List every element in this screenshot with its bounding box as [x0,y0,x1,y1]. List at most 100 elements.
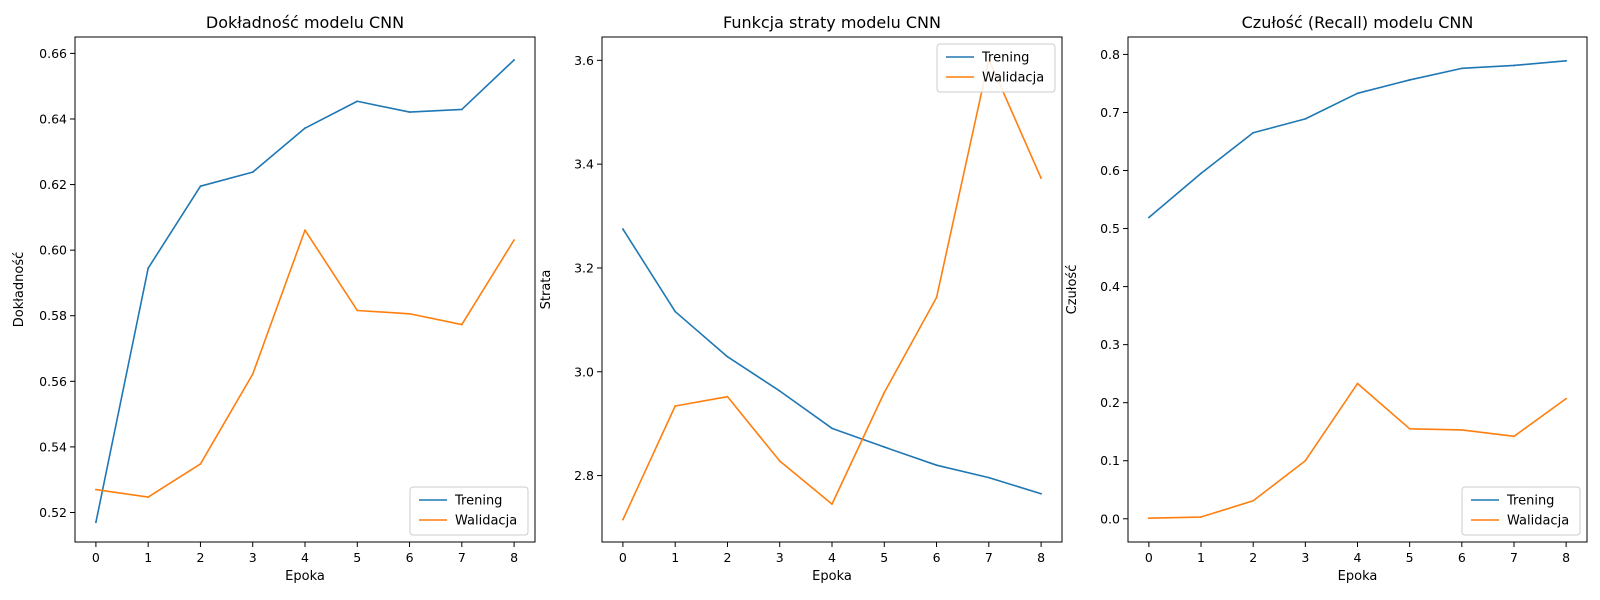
chart-2: Czułość (Recall) modelu CNN 0 1 2 3 4 5 6 7 8 0.0 0… [1065,13,1588,584]
data-point [726,395,729,398]
data-point [1252,131,1255,134]
chart-title: Dokładność modelu CNN [206,13,404,32]
x-axis-label: Epoka [285,569,325,584]
x-tick-label: 0 [1145,550,1153,565]
data-point [356,100,359,103]
data-point [1460,429,1463,431]
y-tick-label: 3.4 [574,157,594,172]
data-point [251,171,254,174]
y-tick-label: 0.3 [1100,337,1120,352]
data-point [1356,382,1359,385]
x-tick-label: 5 [353,550,361,565]
x-axis-label: Epoka [1338,569,1378,584]
x-tick-label: 6 [933,550,941,565]
y-tick-label: 0.56 [39,374,67,389]
data-point [304,127,306,130]
x-axis-label: Epoka [812,569,852,584]
x-tick-label: 8 [510,550,518,565]
y-tick-label: 0.62 [39,177,67,192]
data-point [831,503,833,506]
y-tick-label: 3.6 [574,53,594,68]
data-point [408,312,411,315]
x-tick-label: 1 [671,550,679,565]
data-point [147,267,150,270]
y-tick-label: 0.8 [1100,47,1120,62]
data-point [622,228,624,230]
data-point [935,464,938,467]
x-tick-label: 2 [723,550,731,565]
plot-frame [74,36,536,543]
data-point [778,390,781,392]
data-point [674,310,677,313]
y-tick-label: 0.6 [1100,163,1120,178]
x-tick-label: 4 [828,550,836,565]
data-point [251,373,254,376]
legend-label: Walidacja [1507,514,1569,529]
data-point [460,323,463,326]
data-point [1304,117,1307,120]
legend-label: Trening [981,51,1029,66]
data-point [1147,216,1150,219]
data-point [935,296,938,299]
x-tick-label: 2 [196,550,204,565]
data-point [147,496,150,498]
legend-label: Walidacja [455,514,517,529]
x-tick-label: 8 [1037,550,1045,565]
x-tick-label: 1 [1197,550,1205,565]
y-tick-label: 0.4 [1100,279,1120,294]
plot-frame [601,36,1063,543]
data-point [778,460,781,462]
data-point [95,521,97,524]
y-axis-label: Dokładność [12,252,27,328]
data-point [1513,435,1515,438]
data-point [987,476,990,479]
legend-label: Trening [1506,494,1554,509]
data-point [1304,459,1307,462]
x-tick-label: 4 [1354,550,1362,565]
data-point [1408,427,1411,430]
series-line-0 [1148,60,1567,219]
series-line-1 [95,229,515,498]
x-tick-label: 3 [1301,550,1309,565]
y-axis-label: Czułość [1065,265,1080,315]
data-point [356,309,359,312]
y-tick-label: 2.8 [574,468,594,483]
data-point [460,108,463,111]
data-point [199,463,202,465]
data-point [1460,67,1463,70]
y-tick-label: 0.2 [1100,395,1120,410]
y-tick-label: 0.52 [39,505,67,520]
x-tick-label: 6 [406,550,414,565]
data-point [1147,517,1150,520]
legend-label: Walidacja [982,71,1044,86]
data-point [408,111,411,113]
data-point [1565,59,1568,62]
x-tick-label: 7 [985,550,993,565]
legend-box [1461,486,1581,536]
data-point [831,427,833,430]
series-line-1 [622,58,1042,521]
y-tick-label: 0.7 [1100,105,1120,120]
x-tick-label: 7 [458,550,466,565]
y-tick-label: 3.2 [574,260,594,275]
series-line-0 [95,59,515,523]
chart-1: Funkcja straty modelu CNN 0 1 2 3 4 5 6 7 8 2.8 3.0… [539,13,1063,584]
y-tick-label: 0.58 [39,308,67,323]
data-point [1040,177,1042,180]
data-point [1040,492,1042,495]
y-tick-label: 3.0 [574,364,594,379]
legend-label: Trening [454,494,502,509]
data-point [199,185,202,188]
plot-frame [1127,36,1588,543]
data-point [1565,397,1568,400]
x-tick-label: 2 [1249,550,1257,565]
series-line-0 [622,228,1042,495]
x-tick-label: 6 [1458,550,1466,565]
legend-box [936,43,1056,93]
legend-box [409,486,529,536]
chart-title: Czułość (Recall) modelu CNN [1242,13,1474,32]
y-tick-label: 0.1 [1100,453,1120,468]
data-point [1200,516,1202,518]
y-tick-label: 0.60 [39,243,67,258]
data-point [726,355,729,358]
